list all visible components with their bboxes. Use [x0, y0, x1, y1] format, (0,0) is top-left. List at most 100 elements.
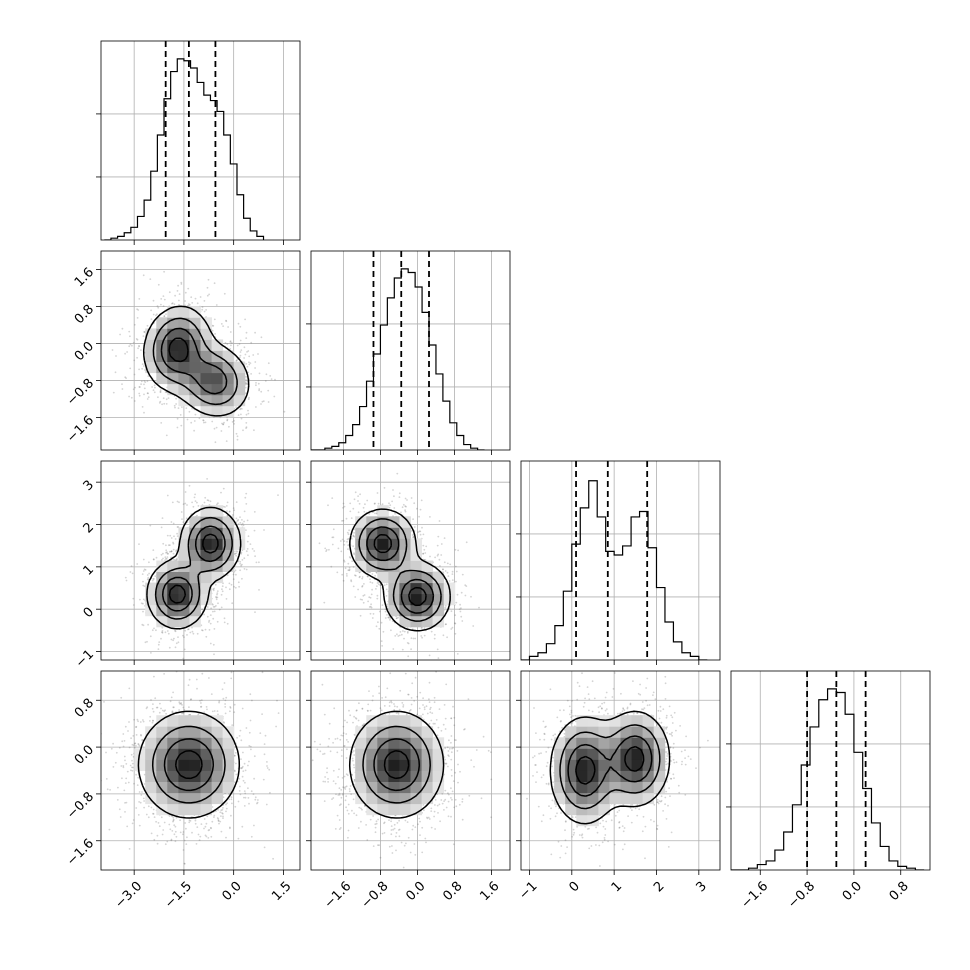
- scatter-point: [371, 588, 373, 591]
- scatter-point: [217, 602, 219, 605]
- density-cell: [377, 527, 389, 539]
- scatter-point: [171, 302, 173, 305]
- scatter-point: [369, 596, 372, 599]
- scatter-point: [221, 585, 224, 588]
- hist-panel-0: [96, 40, 301, 245]
- scatter-point: [349, 502, 352, 505]
- scatter-point: [370, 606, 373, 609]
- scatter-point: [183, 648, 186, 651]
- density-cell: [156, 604, 168, 617]
- scatter-point: [97, 770, 99, 772]
- scatter-point: [141, 406, 144, 408]
- scatter-point: [124, 376, 127, 379]
- scatter-point: [254, 555, 256, 558]
- density-cell: [377, 516, 389, 528]
- scatter-point: [229, 827, 231, 830]
- scatter-point: [331, 497, 334, 499]
- density-cell: [211, 405, 224, 418]
- scatter-point: [244, 353, 247, 356]
- scatter-point: [364, 503, 366, 506]
- scatter-point: [420, 627, 423, 629]
- scatter-point: [234, 552, 237, 555]
- scatter-point: [142, 365, 145, 367]
- scatter-point: [323, 601, 326, 604]
- density-cell: [421, 593, 434, 606]
- scatter-point: [216, 593, 218, 596]
- scatter-point: [157, 306, 160, 309]
- scatter-point: [197, 505, 200, 507]
- scatter-point: [130, 565, 133, 567]
- scatter-point: [243, 520, 246, 523]
- scatter-point: [436, 648, 439, 651]
- density-cell: [167, 339, 179, 351]
- scatter-point: [449, 563, 452, 566]
- scatter-point: [187, 287, 190, 290]
- scatter-point: [229, 341, 232, 343]
- density-cell: [189, 604, 201, 617]
- scatter-point: [451, 570, 454, 573]
- scatter-point: [354, 596, 357, 598]
- density-cell: [366, 538, 378, 550]
- scatter-point: [369, 612, 372, 615]
- scatter-point: [247, 398, 250, 401]
- density-cell: [222, 361, 235, 374]
- scatter-point: [124, 725, 127, 728]
- scatter-point: [387, 616, 390, 619]
- scatter-point: [139, 386, 141, 388]
- scatter-point: [244, 318, 247, 321]
- scatter-point: [247, 350, 250, 352]
- scatter-point: [388, 502, 390, 505]
- scatter-point: [167, 544, 170, 547]
- contour-level-3: [168, 337, 189, 363]
- scatter-point: [165, 403, 168, 405]
- scatter-point: [193, 496, 196, 499]
- scatter-point: [206, 286, 209, 289]
- scatter-point: [196, 632, 199, 635]
- scatter-point: [173, 303, 176, 306]
- scatter-point: [260, 336, 263, 339]
- scatter-point: [242, 524, 245, 527]
- density-cell: [211, 383, 224, 396]
- scatter-point: [213, 587, 216, 590]
- scatter-point: [155, 629, 157, 632]
- scatter-point: [438, 558, 441, 561]
- density-cell: [189, 317, 201, 329]
- scatter-point: [212, 589, 215, 592]
- scatter-point: [161, 631, 164, 634]
- histogram-series-1: [311, 268, 485, 450]
- scatter-point: [205, 309, 208, 311]
- scatter-point: [228, 510, 231, 513]
- scatter-point: [346, 575, 348, 577]
- scatter-point: [457, 549, 459, 552]
- scatter-point: [155, 314, 157, 317]
- scatter-point: [170, 696, 173, 699]
- scatter-point: [236, 344, 239, 347]
- scatter-point: [232, 507, 235, 509]
- scatter-point: [450, 610, 453, 613]
- scatter-point: [156, 664, 158, 666]
- scatter-point: [240, 349, 243, 351]
- scatter-point: [182, 634, 184, 637]
- density-cell: [200, 350, 212, 362]
- scatter-point: [161, 517, 164, 519]
- scatter-point: [163, 298, 166, 301]
- scatter-point: [164, 557, 167, 560]
- scatter-point: [350, 517, 353, 519]
- scatter-point: [173, 535, 175, 538]
- scatter-point: [167, 397, 170, 399]
- scatter-point: [215, 596, 217, 598]
- scatter-point: [147, 576, 150, 579]
- scatter-point: [371, 573, 374, 575]
- density-cell: [178, 571, 190, 584]
- density-cell: [233, 361, 246, 374]
- scatter-point: [187, 628, 189, 631]
- scatter-point: [350, 538, 353, 540]
- contour-level-1: [152, 317, 238, 406]
- scatter-point: [126, 351, 128, 353]
- scatter-point: [160, 298, 163, 300]
- scatter-point: [244, 496, 247, 499]
- scatter-point: [204, 825, 207, 828]
- density-cell: [200, 593, 212, 606]
- scatter-point: [235, 359, 238, 362]
- scatter-point: [225, 440, 228, 442]
